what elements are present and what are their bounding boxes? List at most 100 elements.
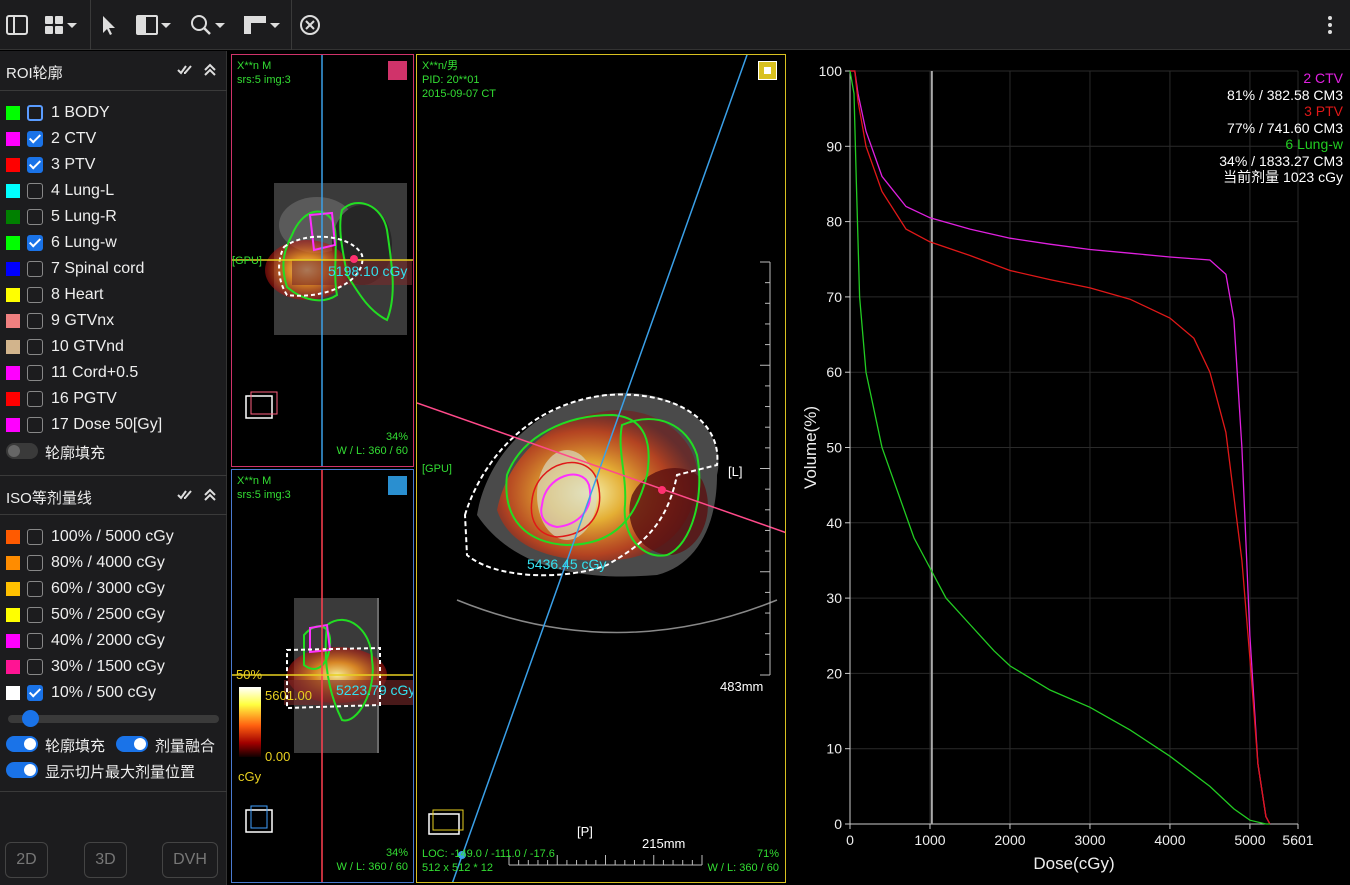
x-tick-label: 1000 bbox=[914, 832, 945, 848]
roi-item-label: 4 Lung-L bbox=[51, 182, 115, 199]
y-tick-label: 0 bbox=[834, 816, 842, 832]
pointer-icon bbox=[103, 16, 115, 35]
coronal-window-level-label: W / L: 360 / 60 bbox=[336, 445, 408, 457]
iso-item-checkbox[interactable] bbox=[27, 633, 43, 649]
iso-item-row[interactable]: 60% / 3000 cGy bbox=[0, 576, 227, 602]
roi-item-checkbox[interactable] bbox=[27, 417, 43, 433]
window-level-button[interactable] bbox=[136, 10, 171, 40]
ruler-button[interactable] bbox=[243, 10, 280, 40]
roi-item-row[interactable]: 8 Heart bbox=[0, 282, 227, 308]
iso-item-label: 50% / 2500 cGy bbox=[51, 606, 165, 623]
collapse-up-icon[interactable] bbox=[203, 63, 217, 77]
iso-item-row[interactable]: 40% / 2000 cGy bbox=[0, 628, 227, 654]
roi-item-row[interactable]: 3 PTV bbox=[0, 152, 227, 178]
roi-item-row[interactable]: 10 GTVnd bbox=[0, 334, 227, 360]
roi-item-checkbox[interactable] bbox=[27, 105, 43, 121]
iso-item-checkbox[interactable] bbox=[27, 581, 43, 597]
max-dose-toggle[interactable] bbox=[6, 762, 38, 778]
viewport-axial[interactable]: X**n/男 PID: 20**01 2015-09-07 CT [GPU] 5… bbox=[416, 54, 786, 883]
iso-item-checkbox[interactable] bbox=[27, 529, 43, 545]
roi-item-row[interactable]: 6 Lung-w bbox=[0, 230, 227, 256]
roi-item-checkbox[interactable] bbox=[27, 339, 43, 355]
dvh-series-line-1 bbox=[850, 70, 1271, 825]
roi-item-row[interactable]: 5 Lung-R bbox=[0, 204, 227, 230]
mode-dvh-button[interactable]: DVH bbox=[162, 842, 218, 878]
roi-item-row[interactable]: 1 BODY bbox=[0, 100, 227, 126]
x-tick-label: 0 bbox=[846, 832, 854, 848]
double-check-icon[interactable] bbox=[177, 63, 193, 77]
sagittal-zoom-label: 34% bbox=[385, 847, 408, 859]
iso-list: 100% / 5000 cGy 80% / 4000 cGy 60% / 3000 … bbox=[0, 524, 227, 706]
double-check-icon[interactable] bbox=[177, 488, 193, 502]
viewport-coronal[interactable]: X**n M srs:5 img:3 [GPU] 5198.10 cGy 34%… bbox=[231, 54, 414, 467]
iso-item-checkbox[interactable] bbox=[27, 607, 43, 623]
pointer-button[interactable] bbox=[101, 10, 117, 40]
roi-item-row[interactable]: 7 Spinal cord bbox=[0, 256, 227, 282]
mode-2d-button[interactable]: 2D bbox=[5, 842, 48, 878]
iso-item-row[interactable]: 30% / 1500 cGy bbox=[0, 654, 227, 680]
viewport-sagittal[interactable]: X**n M srs:5 img:3 50% 5223.79 cGy 5601.… bbox=[231, 469, 414, 883]
roi-item-label: 7 Spinal cord bbox=[51, 260, 145, 277]
iso-item-checkbox[interactable] bbox=[27, 555, 43, 571]
roi-item-checkbox[interactable] bbox=[27, 287, 43, 303]
orientation-cube-icon bbox=[428, 809, 464, 835]
legend-series-value: 34% / 1833.27 CM3 bbox=[1219, 153, 1343, 169]
roi-panel-header[interactable]: ROI轮廓 bbox=[0, 51, 227, 91]
roi-item-checkbox[interactable] bbox=[27, 131, 43, 147]
ruler-icon bbox=[244, 16, 266, 34]
roi-item-row[interactable]: 16 PGTV bbox=[0, 386, 227, 412]
axial-max-dose-label: 5436.45 cGy bbox=[527, 556, 607, 572]
mode-3d-button[interactable]: 3D bbox=[84, 842, 127, 878]
coronal-patient-name: X**n M bbox=[237, 60, 272, 72]
roi-fill-toggle[interactable] bbox=[6, 443, 38, 459]
dvh-chart[interactable]: 0 1000 2000 3000 4000 5000 5601 0 10 20 30 40 50 60 70… bbox=[788, 51, 1350, 885]
iso-item-row[interactable]: 50% / 2500 cGy bbox=[0, 602, 227, 628]
roi-item-checkbox[interactable] bbox=[27, 183, 43, 199]
axial-window-level-label: W / L: 360 / 60 bbox=[707, 862, 779, 874]
iso-item-row[interactable]: 10% / 500 cGy bbox=[0, 680, 227, 706]
collapse-up-icon[interactable] bbox=[203, 488, 217, 502]
sidebar: ROI轮廓 1 BODY 2 CTV 3 PTV 4 Lung-L 5 Lung-R 6 … bbox=[0, 51, 227, 885]
iso-item-color-swatch bbox=[6, 608, 20, 622]
iso-item-row[interactable]: 80% / 4000 cGy bbox=[0, 550, 227, 576]
iso-fill-toggle[interactable] bbox=[6, 736, 38, 752]
coronal-max-dose-label: 5198.10 cGy bbox=[328, 263, 408, 279]
x-tick-label: 3000 bbox=[1074, 832, 1105, 848]
iso-item-checkbox[interactable] bbox=[27, 659, 43, 675]
roi-item-row[interactable]: 9 GTVnx bbox=[0, 308, 227, 334]
iso-item-row[interactable]: 100% / 5000 cGy bbox=[0, 524, 227, 550]
iso-item-label: 80% / 4000 cGy bbox=[51, 554, 165, 571]
zoom-button[interactable] bbox=[190, 10, 225, 40]
roi-item-label: 6 Lung-w bbox=[51, 234, 117, 251]
iso-opacity-slider-track[interactable] bbox=[8, 715, 219, 723]
roi-item-color-swatch bbox=[6, 288, 20, 302]
roi-item-checkbox[interactable] bbox=[27, 391, 43, 407]
roi-item-row[interactable]: 2 CTV bbox=[0, 126, 227, 152]
close-button[interactable] bbox=[299, 10, 321, 40]
more-button[interactable] bbox=[1322, 10, 1338, 40]
roi-item-row[interactable]: 11 Cord+0.5 bbox=[0, 360, 227, 386]
sidebar-toggle-button[interactable] bbox=[6, 10, 28, 40]
sagittal-series-info: srs:5 img:3 bbox=[237, 489, 291, 501]
roi-item-row[interactable]: 17 Dose 50[Gy] bbox=[0, 412, 227, 438]
roi-item-checkbox[interactable] bbox=[27, 365, 43, 381]
iso-item-checkbox[interactable] bbox=[27, 685, 43, 701]
iso-opacity-slider-thumb[interactable] bbox=[22, 710, 39, 727]
y-tick-label: 20 bbox=[826, 665, 842, 681]
roi-item-color-swatch bbox=[6, 418, 20, 432]
roi-item-checkbox[interactable] bbox=[27, 261, 43, 277]
roi-item-checkbox[interactable] bbox=[27, 157, 43, 173]
colorbar-min-label: 0.00 bbox=[265, 749, 291, 764]
iso-panel-header[interactable]: ISO等剂量线 bbox=[0, 475, 227, 515]
sagittal-image bbox=[232, 470, 413, 882]
roi-item-checkbox[interactable] bbox=[27, 313, 43, 329]
viewport-coronal-color-marker bbox=[388, 61, 407, 80]
x-tick-label: 4000 bbox=[1154, 832, 1185, 848]
roi-item-checkbox[interactable] bbox=[27, 209, 43, 225]
dose-fusion-toggle[interactable] bbox=[116, 736, 148, 752]
layout-button[interactable] bbox=[44, 10, 77, 40]
roi-item-row[interactable]: 4 Lung-L bbox=[0, 178, 227, 204]
y-tick-label: 90 bbox=[826, 138, 842, 154]
iso-item-label: 30% / 1500 cGy bbox=[51, 658, 165, 675]
roi-item-checkbox[interactable] bbox=[27, 235, 43, 251]
